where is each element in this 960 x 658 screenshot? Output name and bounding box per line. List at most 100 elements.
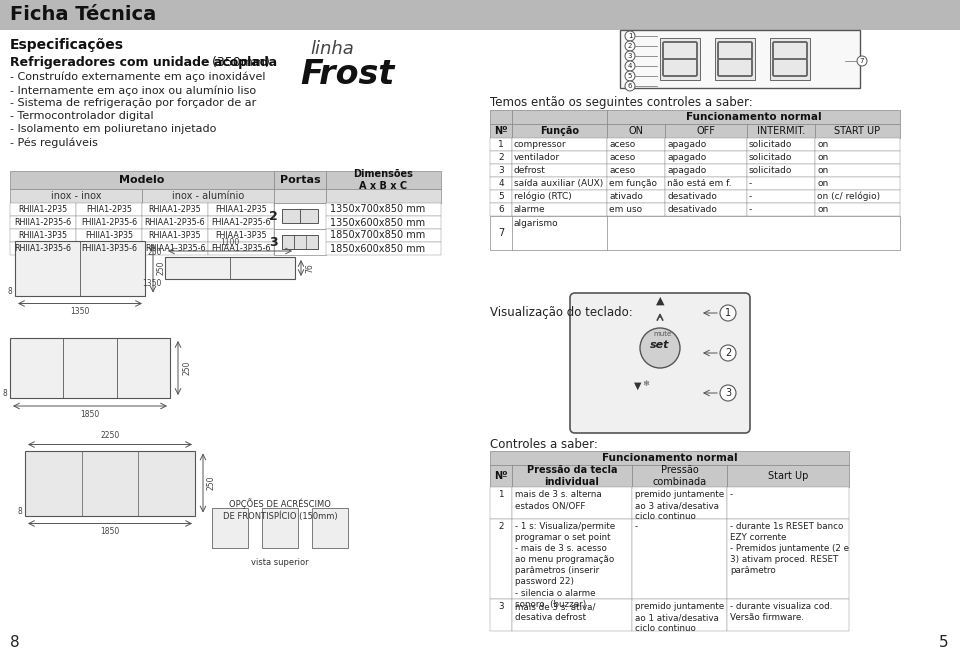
Bar bbox=[326, 242, 441, 255]
Bar bbox=[665, 164, 747, 177]
Bar bbox=[512, 519, 632, 599]
Text: -: - bbox=[730, 490, 733, 499]
Circle shape bbox=[625, 81, 635, 91]
Bar bbox=[262, 508, 298, 548]
Bar bbox=[10, 189, 142, 203]
Text: aceso: aceso bbox=[609, 153, 636, 162]
Bar bbox=[142, 189, 274, 203]
Text: 5: 5 bbox=[498, 192, 504, 201]
Text: 2: 2 bbox=[498, 522, 504, 531]
Text: aceso: aceso bbox=[609, 166, 636, 175]
Text: - durante visualiza cod.
Versão firmware.: - durante visualiza cod. Versão firmware… bbox=[730, 602, 832, 622]
Text: apagado: apagado bbox=[667, 140, 707, 149]
Bar bbox=[747, 164, 815, 177]
Text: Nº: Nº bbox=[494, 471, 508, 481]
Text: 6: 6 bbox=[628, 83, 633, 89]
Text: - Sistema de refrigeração por forçador de ar: - Sistema de refrigeração por forçador d… bbox=[10, 98, 256, 108]
Text: 1850: 1850 bbox=[101, 528, 120, 536]
Text: - Isolamento em poliuretano injetado: - Isolamento em poliuretano injetado bbox=[10, 124, 216, 134]
Text: 1350: 1350 bbox=[143, 279, 162, 288]
Text: 3: 3 bbox=[498, 602, 504, 611]
Text: START UP: START UP bbox=[834, 126, 880, 136]
Bar bbox=[10, 229, 76, 242]
Text: vista superior: vista superior bbox=[252, 558, 309, 567]
Bar bbox=[490, 465, 512, 487]
Text: OFF: OFF bbox=[697, 126, 715, 136]
Text: FHIA1-2P35: FHIA1-2P35 bbox=[86, 205, 132, 214]
Text: desativado: desativado bbox=[667, 192, 717, 201]
Text: 1100: 1100 bbox=[221, 238, 240, 247]
Bar bbox=[76, 216, 142, 229]
Text: em uso: em uso bbox=[609, 205, 642, 214]
Text: 250: 250 bbox=[157, 261, 166, 275]
Bar bbox=[274, 229, 326, 255]
Bar bbox=[512, 177, 607, 190]
Text: -: - bbox=[749, 205, 753, 214]
Bar bbox=[282, 235, 294, 249]
Text: Função: Função bbox=[540, 126, 579, 136]
Bar bbox=[490, 124, 512, 138]
Bar bbox=[326, 189, 441, 203]
Text: 76: 76 bbox=[305, 263, 314, 273]
Text: ventilador: ventilador bbox=[514, 153, 560, 162]
Text: set: set bbox=[650, 340, 670, 350]
Circle shape bbox=[625, 71, 635, 81]
Text: 8: 8 bbox=[2, 389, 7, 398]
Text: 1850x700x850 mm: 1850x700x850 mm bbox=[330, 230, 425, 241]
Bar bbox=[490, 177, 512, 190]
Bar bbox=[747, 190, 815, 203]
Bar bbox=[490, 487, 512, 519]
Text: apagado: apagado bbox=[667, 166, 707, 175]
Bar bbox=[512, 203, 607, 216]
Text: não está em f.: não está em f. bbox=[667, 179, 732, 188]
Text: mute: mute bbox=[653, 331, 671, 337]
Bar bbox=[665, 124, 747, 138]
Bar bbox=[490, 164, 512, 177]
Text: Refrigeradores com unidade acoplada: Refrigeradores com unidade acoplada bbox=[10, 56, 277, 69]
Bar bbox=[607, 190, 665, 203]
FancyBboxPatch shape bbox=[570, 293, 750, 433]
Text: inox - alumínio: inox - alumínio bbox=[172, 191, 244, 201]
Bar bbox=[607, 138, 665, 151]
Bar bbox=[512, 151, 607, 164]
Text: premido juntamente
ao 1 ativa/desativa
ciclo continuo: premido juntamente ao 1 ativa/desativa c… bbox=[635, 602, 724, 633]
Text: ❄: ❄ bbox=[642, 378, 650, 388]
Text: FHIAA1-2P35-6: FHIAA1-2P35-6 bbox=[211, 218, 271, 227]
Text: 2: 2 bbox=[725, 348, 732, 358]
Bar bbox=[274, 203, 326, 229]
Circle shape bbox=[625, 41, 635, 51]
Text: FHIAA1-3P35: FHIAA1-3P35 bbox=[215, 231, 267, 240]
Text: 250: 250 bbox=[148, 248, 162, 257]
Bar bbox=[490, 216, 900, 250]
Text: 2: 2 bbox=[269, 209, 278, 222]
Text: - durante 1s RESET banco
EZY corrente
- Premidos juntamente (2 e
3) ativam proce: - durante 1s RESET banco EZY corrente - … bbox=[730, 522, 849, 575]
Text: ▼: ▼ bbox=[635, 381, 641, 391]
Text: Start Up: Start Up bbox=[768, 471, 808, 481]
Bar bbox=[727, 487, 849, 519]
Bar bbox=[512, 138, 607, 151]
Text: solicitado: solicitado bbox=[749, 140, 792, 149]
Text: 1: 1 bbox=[628, 33, 633, 39]
Bar bbox=[142, 203, 208, 216]
Bar bbox=[815, 190, 900, 203]
Text: 4: 4 bbox=[498, 179, 504, 188]
Text: defrost: defrost bbox=[514, 166, 546, 175]
Text: RHIIA1-3P35: RHIIA1-3P35 bbox=[18, 231, 67, 240]
Text: 8: 8 bbox=[10, 635, 19, 650]
Bar bbox=[282, 209, 318, 223]
Text: Especificações: Especificações bbox=[10, 38, 124, 52]
Bar bbox=[208, 242, 274, 255]
Text: - 1 s: Visualiza/permite
programar o set point
- mais de 3 s. acesso
ao menu pro: - 1 s: Visualiza/permite programar o set… bbox=[515, 522, 615, 609]
Text: 6: 6 bbox=[498, 205, 504, 214]
Bar bbox=[512, 110, 607, 124]
Bar bbox=[665, 138, 747, 151]
Text: on: on bbox=[817, 140, 828, 149]
Text: -: - bbox=[749, 192, 753, 201]
Bar bbox=[490, 451, 849, 465]
Bar bbox=[665, 177, 747, 190]
Bar bbox=[208, 229, 274, 242]
Bar bbox=[15, 241, 145, 295]
Bar bbox=[10, 171, 274, 189]
Text: -: - bbox=[749, 179, 753, 188]
Bar bbox=[25, 451, 195, 515]
